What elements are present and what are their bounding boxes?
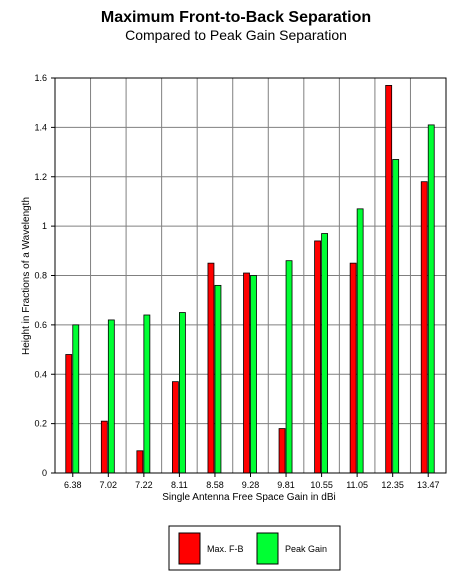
bar-max-fb: [314, 240, 321, 474]
x-tick-label: 7.02: [100, 480, 118, 490]
x-tick-label: 9.28: [242, 480, 260, 490]
chart-subtitle: Compared to Peak Gain Separation: [125, 27, 347, 43]
x-axis-label: Single Antenna Free Space Gain in dBi: [162, 492, 335, 503]
legend-label-peak-gain: Peak Gain: [285, 544, 327, 554]
bar-max-fb: [420, 181, 428, 474]
y-tick-label: 1: [42, 221, 47, 231]
plot-area: 0 0.2 0.4 0.6 0.8 1 1.2 1.4 1.6 6.38 7.02 7.22 8.11 8…: [34, 73, 447, 490]
legend-swatch-peak-gain: [256, 532, 279, 565]
bar-peak-gain: [107, 319, 115, 474]
y-tick-label: 0: [42, 468, 47, 478]
bar-peak-gain: [143, 314, 151, 474]
y-tick-label: 0.8: [34, 271, 47, 281]
y-tick-label: 0.4: [34, 369, 47, 379]
y-tick-label: 0.2: [34, 419, 47, 429]
bar-max-fb: [100, 420, 108, 474]
x-tick-label: 13.47: [417, 480, 440, 490]
bar-peak-gain: [356, 208, 364, 474]
bar-peak-gain: [392, 159, 400, 474]
x-tick-label: 10.55: [310, 480, 333, 490]
bar-peak-gain: [427, 124, 435, 474]
y-tick-label: 1.2: [34, 172, 47, 182]
x-tick-label: 7.22: [135, 480, 153, 490]
x-tick-label: 8.58: [206, 480, 224, 490]
y-tick-label: 1.6: [34, 73, 47, 83]
bar-peak-gain: [179, 312, 186, 474]
bar-peak-gain: [250, 275, 257, 474]
legend-swatch-max-fb: [178, 532, 201, 565]
bar-max-fb: [278, 428, 286, 474]
bar-peak-gain: [72, 324, 80, 474]
x-tick-label: 8.11: [171, 480, 188, 490]
bar-peak-gain: [285, 260, 293, 474]
chart-title: Maximum Front-to-Back Separation: [101, 9, 371, 26]
x-tick-label: 12.35: [381, 480, 404, 490]
plot-frame: [54, 77, 447, 474]
y-axis-label: Height in Fractions of a Wavelength: [21, 197, 32, 355]
y-tick-label: 1.4: [34, 122, 47, 132]
bar-peak-gain: [214, 284, 222, 474]
bar-peak-gain: [321, 233, 328, 474]
bar-max-fb: [65, 354, 73, 474]
x-tick-label: 9.81: [277, 480, 295, 490]
bar-max-fb: [243, 272, 250, 474]
bar-max-fb: [349, 262, 357, 474]
x-tick-label: 6.38: [64, 480, 82, 490]
bar-max-fb: [385, 85, 393, 474]
y-tick-label: 0.6: [34, 320, 47, 330]
bar-max-fb: [136, 450, 144, 474]
legend: Max. F-B Peak Gain: [168, 525, 341, 571]
legend-label-max-fb: Max. F-B: [207, 544, 244, 554]
bar-max-fb: [172, 381, 179, 474]
bar-max-fb: [207, 262, 215, 474]
x-tick-label: 11.05: [346, 480, 368, 490]
